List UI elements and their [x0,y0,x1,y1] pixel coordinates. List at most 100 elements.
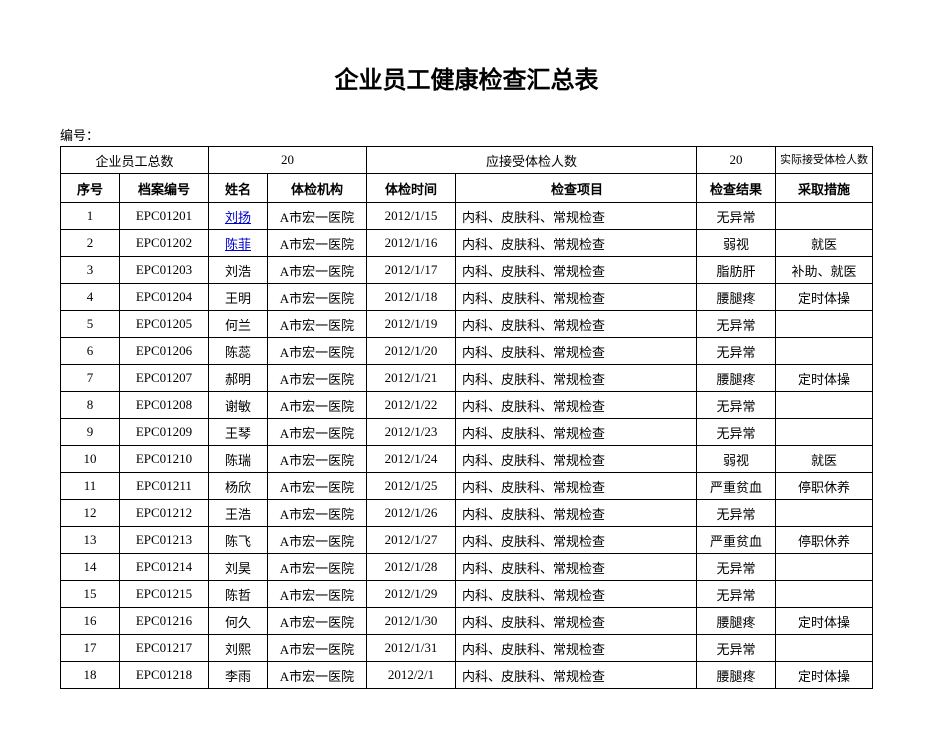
cell-date: 2012/1/19 [367,311,456,338]
table-row: 17EPC01217刘熙A市宏一医院2012/1/31内科、皮肤科、常规检查无异… [61,635,873,662]
cell-date: 2012/1/31 [367,635,456,662]
table-row: 14EPC01214刘昊A市宏一医院2012/1/28内科、皮肤科、常规检查无异… [61,554,873,581]
cell-action: 定时体操 [776,662,873,689]
cell-items: 内科、皮肤科、常规检查 [456,473,697,500]
cell-seq: 9 [61,419,120,446]
cell-org: A市宏一医院 [268,311,367,338]
cell-name: 王浩 [209,500,268,527]
cell-seq: 4 [61,284,120,311]
cell-org: A市宏一医院 [268,419,367,446]
doc-number-label: 编号： [60,125,873,144]
cell-action: 定时体操 [776,284,873,311]
cell-name[interactable]: 刘扬 [209,203,268,230]
cell-date: 2012/1/20 [367,338,456,365]
cell-name-link[interactable]: 陈菲 [225,237,251,252]
cell-seq: 6 [61,338,120,365]
cell-result: 脂肪肝 [697,257,776,284]
cell-name: 陈哲 [209,581,268,608]
table-row: 13EPC01213陈飞A市宏一医院2012/1/27内科、皮肤科、常规检查严重… [61,527,873,554]
cell-name: 王琴 [209,419,268,446]
header-fileno: 档案编号 [120,174,209,203]
table-row: 1EPC01201刘扬A市宏一医院2012/1/15内科、皮肤科、常规检查无异常 [61,203,873,230]
cell-date: 2012/1/29 [367,581,456,608]
cell-org: A市宏一医院 [268,608,367,635]
cell-date: 2012/1/15 [367,203,456,230]
table-row: 8EPC01208谢敏A市宏一医院2012/1/22内科、皮肤科、常规检查无异常 [61,392,873,419]
cell-seq: 8 [61,392,120,419]
cell-action [776,392,873,419]
cell-action: 就医 [776,230,873,257]
cell-fileno: EPC01216 [120,608,209,635]
cell-items: 内科、皮肤科、常规检查 [456,284,697,311]
cell-items: 内科、皮肤科、常规检查 [456,635,697,662]
cell-seq: 13 [61,527,120,554]
cell-seq: 17 [61,635,120,662]
cell-action: 定时体操 [776,365,873,392]
cell-fileno: EPC01214 [120,554,209,581]
cell-org: A市宏一医院 [268,338,367,365]
cell-fileno: EPC01210 [120,446,209,473]
cell-result: 严重贫血 [697,527,776,554]
cell-action [776,419,873,446]
header-org: 体检机构 [268,174,367,203]
cell-result: 无异常 [697,311,776,338]
cell-org: A市宏一医院 [268,581,367,608]
table-row: 9EPC01209王琴A市宏一医院2012/1/23内科、皮肤科、常规检查无异常 [61,419,873,446]
cell-action [776,635,873,662]
cell-name: 李雨 [209,662,268,689]
cell-result: 无异常 [697,392,776,419]
cell-result: 无异常 [697,635,776,662]
table-row: 6EPC01206陈蕊A市宏一医院2012/1/20内科、皮肤科、常规检查无异常 [61,338,873,365]
cell-items: 内科、皮肤科、常规检查 [456,419,697,446]
cell-action: 停职休养 [776,473,873,500]
cell-org: A市宏一医院 [268,473,367,500]
cell-items: 内科、皮肤科、常规检查 [456,365,697,392]
cell-fileno: EPC01218 [120,662,209,689]
cell-name[interactable]: 陈菲 [209,230,268,257]
table-row: 12EPC01212王浩A市宏一医院2012/1/26内科、皮肤科、常规检查无异… [61,500,873,527]
cell-fileno: EPC01215 [120,581,209,608]
cell-date: 2012/1/17 [367,257,456,284]
cell-org: A市宏一医院 [268,257,367,284]
cell-date: 2012/1/26 [367,500,456,527]
cell-date: 2012/1/21 [367,365,456,392]
cell-items: 内科、皮肤科、常规检查 [456,338,697,365]
cell-result: 腰腿疼 [697,365,776,392]
cell-seq: 3 [61,257,120,284]
header-items: 检查项目 [456,174,697,203]
cell-items: 内科、皮肤科、常规检查 [456,446,697,473]
cell-org: A市宏一医院 [268,284,367,311]
cell-name: 刘熙 [209,635,268,662]
cell-action [776,203,873,230]
cell-seq: 5 [61,311,120,338]
cell-name-link[interactable]: 刘扬 [225,210,251,225]
cell-name: 刘昊 [209,554,268,581]
cell-action [776,338,873,365]
table-row: 16EPC01216何久A市宏一医院2012/1/30内科、皮肤科、常规检查腰腿… [61,608,873,635]
cell-action [776,581,873,608]
cell-action [776,311,873,338]
cell-date: 2012/1/25 [367,473,456,500]
cell-items: 内科、皮肤科、常规检查 [456,662,697,689]
cell-result: 无异常 [697,500,776,527]
cell-name: 何兰 [209,311,268,338]
cell-org: A市宏一医院 [268,446,367,473]
cell-date: 2012/2/1 [367,662,456,689]
cell-result: 无异常 [697,203,776,230]
cell-seq: 18 [61,662,120,689]
table-row: 10EPC01210陈瑞A市宏一医院2012/1/24内科、皮肤科、常规检查弱视… [61,446,873,473]
table-row: 2EPC01202陈菲A市宏一医院2012/1/16内科、皮肤科、常规检查弱视就… [61,230,873,257]
cell-name: 陈蕊 [209,338,268,365]
cell-org: A市宏一医院 [268,662,367,689]
cell-org: A市宏一医院 [268,230,367,257]
health-check-table: 企业员工总数 20 应接受体检人数 20 实际接受体检人数 序号 档案编号 姓名… [60,146,873,689]
cell-fileno: EPC01213 [120,527,209,554]
cell-date: 2012/1/28 [367,554,456,581]
cell-seq: 12 [61,500,120,527]
cell-fileno: EPC01207 [120,365,209,392]
table-row: 7EPC01207郝明A市宏一医院2012/1/21内科、皮肤科、常规检查腰腿疼… [61,365,873,392]
cell-items: 内科、皮肤科、常规检查 [456,392,697,419]
cell-name: 何久 [209,608,268,635]
cell-date: 2012/1/23 [367,419,456,446]
cell-org: A市宏一医院 [268,392,367,419]
